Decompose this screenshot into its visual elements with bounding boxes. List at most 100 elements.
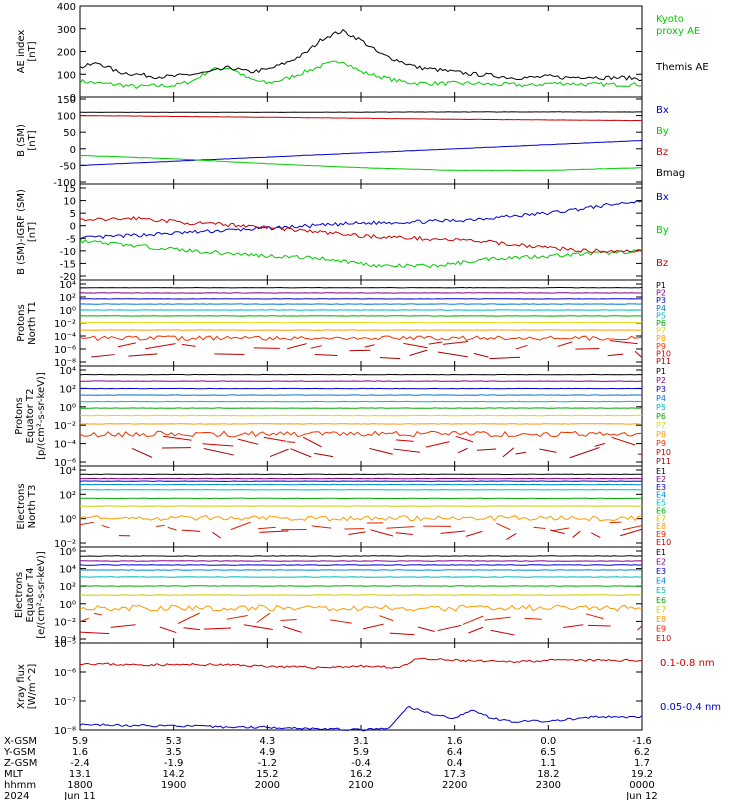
xaxis-value: 2300 (536, 780, 561, 791)
panel-4-series-10 (393, 448, 420, 453)
panel-6-series-8 (379, 615, 394, 622)
panel-2-ytick-label: 0 (70, 222, 76, 233)
panel-0-ytick-label: 200 (57, 48, 76, 59)
panel-4-series-10 (515, 451, 527, 455)
panel-3-ytick-label: 10⁴ (59, 280, 76, 291)
panel-7-legend-0: 0.1-0.8 nm (660, 658, 715, 669)
panel-6-series-9 (362, 623, 384, 630)
panel-6-ytick-label: 10⁰ (59, 600, 76, 611)
xaxis-value: 14.2 (163, 769, 185, 780)
panel-4-legend-4: P5 (656, 403, 666, 412)
xaxis-value: 5.9 (353, 747, 369, 758)
panel-7-ytick-label: 10⁻⁵ (54, 639, 76, 650)
panel-5-legend-7: E8 (656, 522, 666, 531)
panel-5-series-8 (622, 525, 643, 531)
panel-4-ytick-label: 10⁻² (54, 421, 76, 432)
panel-3-series-10 (607, 353, 624, 357)
panel-2-ylabel: [nT] (27, 222, 38, 242)
panel-3-series-9 (364, 344, 375, 348)
panel-3-series-9 (310, 345, 323, 349)
panel-4-series-9 (611, 436, 636, 446)
panel-2-legend-0: Bx (656, 192, 669, 203)
panel-2-legend-2: Bz (656, 258, 668, 269)
panel-3-series-9 (117, 342, 137, 348)
xaxis-row-label: 2024 (4, 791, 29, 800)
xaxis-value: 17.3 (444, 769, 466, 780)
panel-5-series-9 (505, 533, 517, 540)
panel-6-series-9 (637, 625, 643, 631)
panel-3-series-9 (609, 340, 638, 345)
panel-4-ytick-label: 10⁻⁶ (54, 458, 76, 469)
panel-4-legend-0: P1 (656, 367, 666, 376)
panel-6-ytick-label: 10⁻⁴ (54, 635, 76, 646)
xaxis-value: -2.4 (70, 758, 90, 769)
panel-4-series-9 (286, 441, 296, 443)
panel-3-ytick-label: 10² (59, 293, 76, 304)
panel-6-legend-7: E8 (656, 615, 666, 624)
panel-3-ylabel: North T1 (27, 301, 38, 345)
panel-6-series-7 (79, 604, 643, 612)
panel-6-legend-4: E5 (656, 586, 666, 595)
panel-6-legend-3: E4 (656, 577, 666, 586)
panel-2-ytick-label: -15 (60, 259, 76, 270)
panel-4-series-10 (502, 447, 515, 458)
panel-0-legend-themis: Themis AE (655, 62, 709, 73)
panel-1-legend-2: Bz (656, 147, 668, 158)
panel-6-legend-9: E10 (656, 634, 671, 643)
panel-6-series-8 (329, 619, 352, 624)
panel-3-legend-4: P5 (656, 311, 666, 320)
panel-3-legend-1: P2 (656, 289, 666, 298)
panel-6-ytick-label: 10² (59, 582, 76, 593)
panel-1-series-3 (79, 111, 642, 113)
panel-4-series-10 (131, 447, 153, 458)
panel-4-ytick-label: 10⁴ (59, 366, 76, 377)
xaxis-value: 1.6 (72, 747, 88, 758)
panel-2-ytick-label: 15 (63, 184, 76, 195)
panel-1-series-1 (79, 154, 642, 172)
panel-5-series-9 (440, 530, 465, 534)
panel-3-series-10 (409, 349, 428, 356)
xaxis-row-label: hhmm (4, 780, 36, 791)
xaxis-row-label: Y-GSM (3, 747, 36, 758)
panel-6-ylabel: Equator T4 (25, 568, 36, 623)
xaxis-value: Jun 11 (63, 791, 96, 800)
panel-4-legend-10: P11 (656, 457, 671, 466)
panel-5-series-9 (549, 529, 565, 535)
panel-5-ylabel: North T3 (27, 485, 38, 529)
panel-4-series-10 (290, 448, 312, 458)
panel-3-series-9 (442, 341, 469, 345)
panel-5-series-8 (551, 527, 570, 532)
panel-6-legend-5: E6 (656, 596, 666, 605)
panel-4-series-9 (302, 436, 322, 448)
panel-1-legend-0: Bx (656, 105, 669, 116)
panel-5-series-8 (386, 526, 415, 529)
panel-6-ytick-label: 10⁻² (54, 617, 76, 628)
panel-4-series-10 (569, 447, 600, 459)
panel-4-legend-8: P9 (656, 439, 666, 448)
panel-6-series-9 (183, 627, 200, 631)
panel-0-ytick-label: 100 (57, 70, 76, 81)
panel-4-series-10 (539, 448, 557, 453)
panel-1-ylabel: [nT] (27, 130, 38, 150)
panel-1-ytick-label: 100 (57, 112, 76, 123)
panel-3-series-10 (91, 354, 115, 358)
panel-5-series-9 (370, 529, 394, 537)
panel-6-series-8 (256, 612, 271, 624)
panel-6-legend-0: E1 (656, 548, 666, 557)
xaxis-value: 15.2 (256, 769, 278, 780)
panel-4-series-9 (425, 441, 450, 448)
panel-0-legend-kyoto-2: proxy AE (656, 26, 700, 37)
xaxis-value: 1.1 (540, 758, 556, 769)
xaxis-value: 1.7 (634, 758, 650, 769)
panel-5-legend-1: E2 (656, 475, 666, 484)
panel-5-legend-8: E9 (656, 530, 666, 539)
panel-0-ylabel: [nT] (27, 41, 38, 61)
panel-6-series-8 (484, 616, 511, 621)
panel-5-series-8 (230, 521, 251, 531)
xaxis-value: 6.4 (447, 747, 463, 758)
panel-5-legend-9: E10 (656, 538, 671, 547)
xaxis-row-label: X-GSM (4, 736, 37, 747)
panel-3-legend-9: P10 (656, 349, 671, 358)
panel-5-series-8 (156, 524, 165, 528)
xaxis-value: 3.1 (353, 736, 369, 747)
